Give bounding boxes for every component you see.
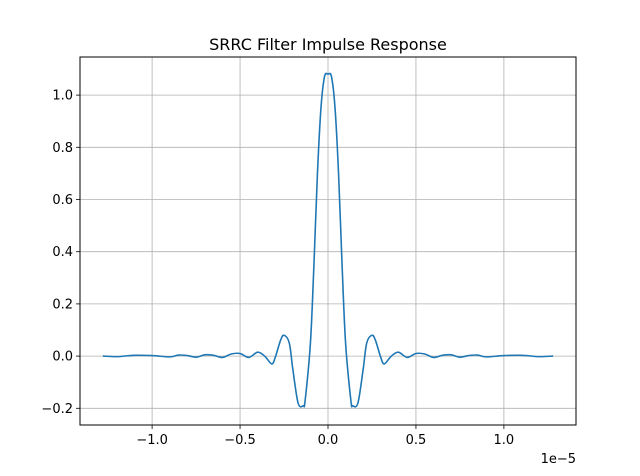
x-axis: −1.0 −0.5 0.0 0.5 1.0 [136,425,514,448]
y-tick-label: −0.2 [41,402,73,417]
y-tick-label: 0.0 [52,350,73,365]
y-axis: −0.2 0.0 0.2 0.4 0.6 0.8 1.0 [41,89,80,417]
y-tick-label: 0.6 [52,193,73,208]
y-tick-label: 0.8 [52,141,73,156]
plot-area [102,72,554,408]
y-tick-label: 0.4 [52,245,73,260]
chart-title: SRRC Filter Impulse Response [209,35,447,54]
x-tick-label: −1.0 [136,433,168,448]
y-tick-label: 0.2 [52,297,73,312]
impulse-response-line [102,72,554,408]
x-axis-offset-label: 1e−5 [541,452,576,467]
x-tick-label: 0.5 [406,433,427,448]
x-tick-label: −0.5 [224,433,256,448]
x-tick-label: 1.0 [494,433,515,448]
x-tick-label: 0.0 [318,433,339,448]
grid [80,57,576,425]
y-tick-label: 1.0 [52,89,73,104]
